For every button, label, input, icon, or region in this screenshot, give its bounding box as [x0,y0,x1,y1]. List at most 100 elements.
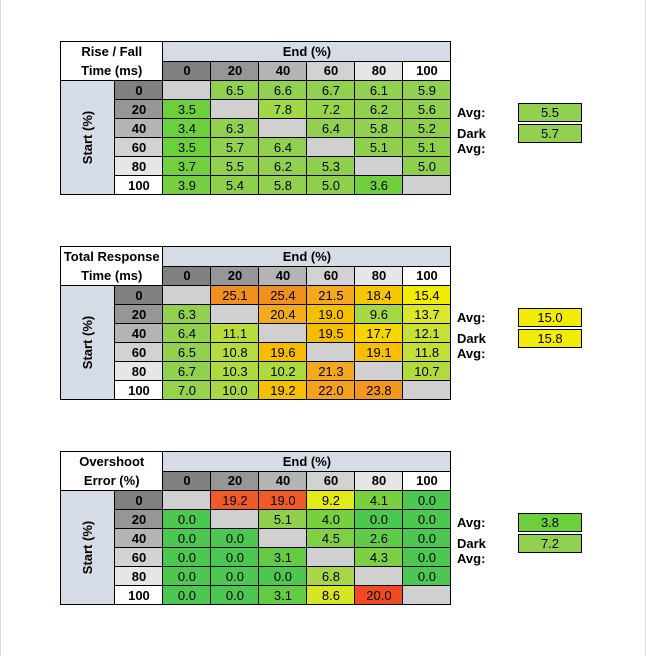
avg-label: Avg: [457,310,486,325]
avg-label: Avg: [457,105,486,120]
value-cell: 19.5 [306,323,356,343]
start-axis-text: Start (%) [80,110,96,165]
value-cell: 19.1 [354,342,404,362]
table-title: Rise / Fall Time (ms) [59,41,164,81]
dark-avg-label: Dark Avg: [457,331,486,361]
row-header: 0 [114,80,164,100]
table-title-line1: Overshoot [79,454,145,469]
value-cell: 6.7 [306,80,356,100]
response-table-block: Overshoot Error (%) End (%) 0 20 40 60 80 100 Sta… [59,451,582,605]
value-cell: 10.2 [258,361,308,381]
value-cell: 5.7 [210,137,260,157]
value-cell: 19.6 [258,342,308,362]
value-cell: 21.3 [306,361,356,381]
table-row: 100 3.9 5.4 5.8 5.0 3.6 [61,175,452,195]
value-cell: 6.8 [306,566,356,586]
table-row: 60 6.5 10.8 19.6 19.1 11.8 [61,342,452,362]
value-cell: 5.9 [402,80,452,100]
end-axis-label: End (%) [162,246,452,267]
diagonal-cell [306,137,356,157]
table-row: 100 0.0 0.0 3.1 8.6 20.0 [61,585,452,605]
table-row: 20 0.0 5.1 4.0 0.0 0.0 [61,509,452,529]
diagonal-cell [210,99,260,119]
left-border [0,0,1,656]
value-cell: 23.8 [354,380,404,400]
value-cell: 0.0 [210,528,260,548]
value-cell: 0.0 [162,566,212,586]
value-cell: 5.5 [210,156,260,176]
value-cell: 21.5 [306,285,356,305]
avg-value: 5.5 [518,103,582,122]
column-header: 0 [162,60,212,81]
row-header: 40 [114,528,164,548]
value-cell: 20.4 [258,304,308,324]
row-header: 60 [114,547,164,567]
value-cell: 4.3 [354,547,404,567]
diagonal-cell [258,323,308,343]
value-cell: 7.2 [306,99,356,119]
value-cell: 0.0 [162,509,212,529]
column-header: 60 [306,60,356,81]
row-header: 60 [114,137,164,157]
value-cell: 3.5 [162,137,212,157]
row-header: 40 [114,323,164,343]
dark-avg-value: 7.2 [518,534,582,553]
response-table-block: Rise / Fall Time (ms) End (%) 0 20 40 60 80 100 S… [59,41,582,195]
response-grid: Rise / Fall Time (ms) End (%) 0 20 40 60 80 100 S… [59,41,452,195]
start-axis-label: Start (%) [59,490,116,605]
value-cell: 0.0 [162,547,212,567]
value-cell: 4.0 [306,509,356,529]
column-header: 60 [306,265,356,286]
value-cell: 5.8 [354,118,404,138]
row-header: 100 [114,585,164,605]
value-cell: 0.0 [258,566,308,586]
table-title-line2: Error (%) [83,473,140,488]
table-row: 80 0.0 0.0 0.0 6.8 0.0 [61,566,452,586]
end-axis-label: End (%) [162,451,452,472]
avg-value: 3.8 [518,513,582,532]
value-cell: 6.4 [306,118,356,138]
value-cell: 3.5 [162,99,212,119]
value-cell: 6.5 [210,80,260,100]
column-header: 40 [258,60,308,81]
value-cell: 7.0 [162,380,212,400]
table-row: 20 6.3 20.4 19.0 9.6 13.7 [61,304,452,324]
table-title-line2: Time (ms) [81,268,143,283]
value-cell: 0.0 [210,566,260,586]
row-header: 100 [114,380,164,400]
diagonal-cell [258,528,308,548]
value-cell: 18.4 [354,285,404,305]
value-cell: 10.8 [210,342,260,362]
value-cell: 8.6 [306,585,356,605]
diagonal-cell [162,490,212,510]
column-header: 40 [258,470,308,491]
column-header: 80 [354,470,404,491]
value-cell: 0.0 [402,490,452,510]
value-cell: 19.2 [258,380,308,400]
value-cell: 15.4 [402,285,452,305]
table-title-line1: Rise / Fall [81,44,143,59]
table-row: Start (%) 0 6.5 6.6 6.7 6.1 5.9 [59,80,452,195]
avg-value: 15.0 [518,308,582,327]
value-cell: 5.6 [402,99,452,119]
table-row: 20 3.5 7.8 7.2 6.2 5.6 [61,99,452,119]
value-cell: 20.0 [354,585,404,605]
dark-avg-value: 5.7 [518,124,582,143]
value-cell: 5.1 [354,137,404,157]
diagonal-cell [354,361,404,381]
diagonal-cell [210,509,260,529]
row-header: 80 [114,361,164,381]
table-row: Start (%) 0 25.1 25.4 21.5 18.4 15.4 [59,285,452,400]
value-cell: 4.5 [306,528,356,548]
start-axis-text: Start (%) [80,520,96,575]
response-grid: Overshoot Error (%) End (%) 0 20 40 60 80 100 Sta… [59,451,452,605]
end-axis-label: End (%) [162,41,452,62]
value-cell: 5.3 [306,156,356,176]
value-cell: 2.6 [354,528,404,548]
column-header: 20 [210,60,260,81]
value-cell: 19.2 [210,490,260,510]
value-cell: 6.3 [162,304,212,324]
start-axis-label: Start (%) [59,80,116,195]
column-header: 80 [354,265,404,286]
value-cell: 25.1 [210,285,260,305]
